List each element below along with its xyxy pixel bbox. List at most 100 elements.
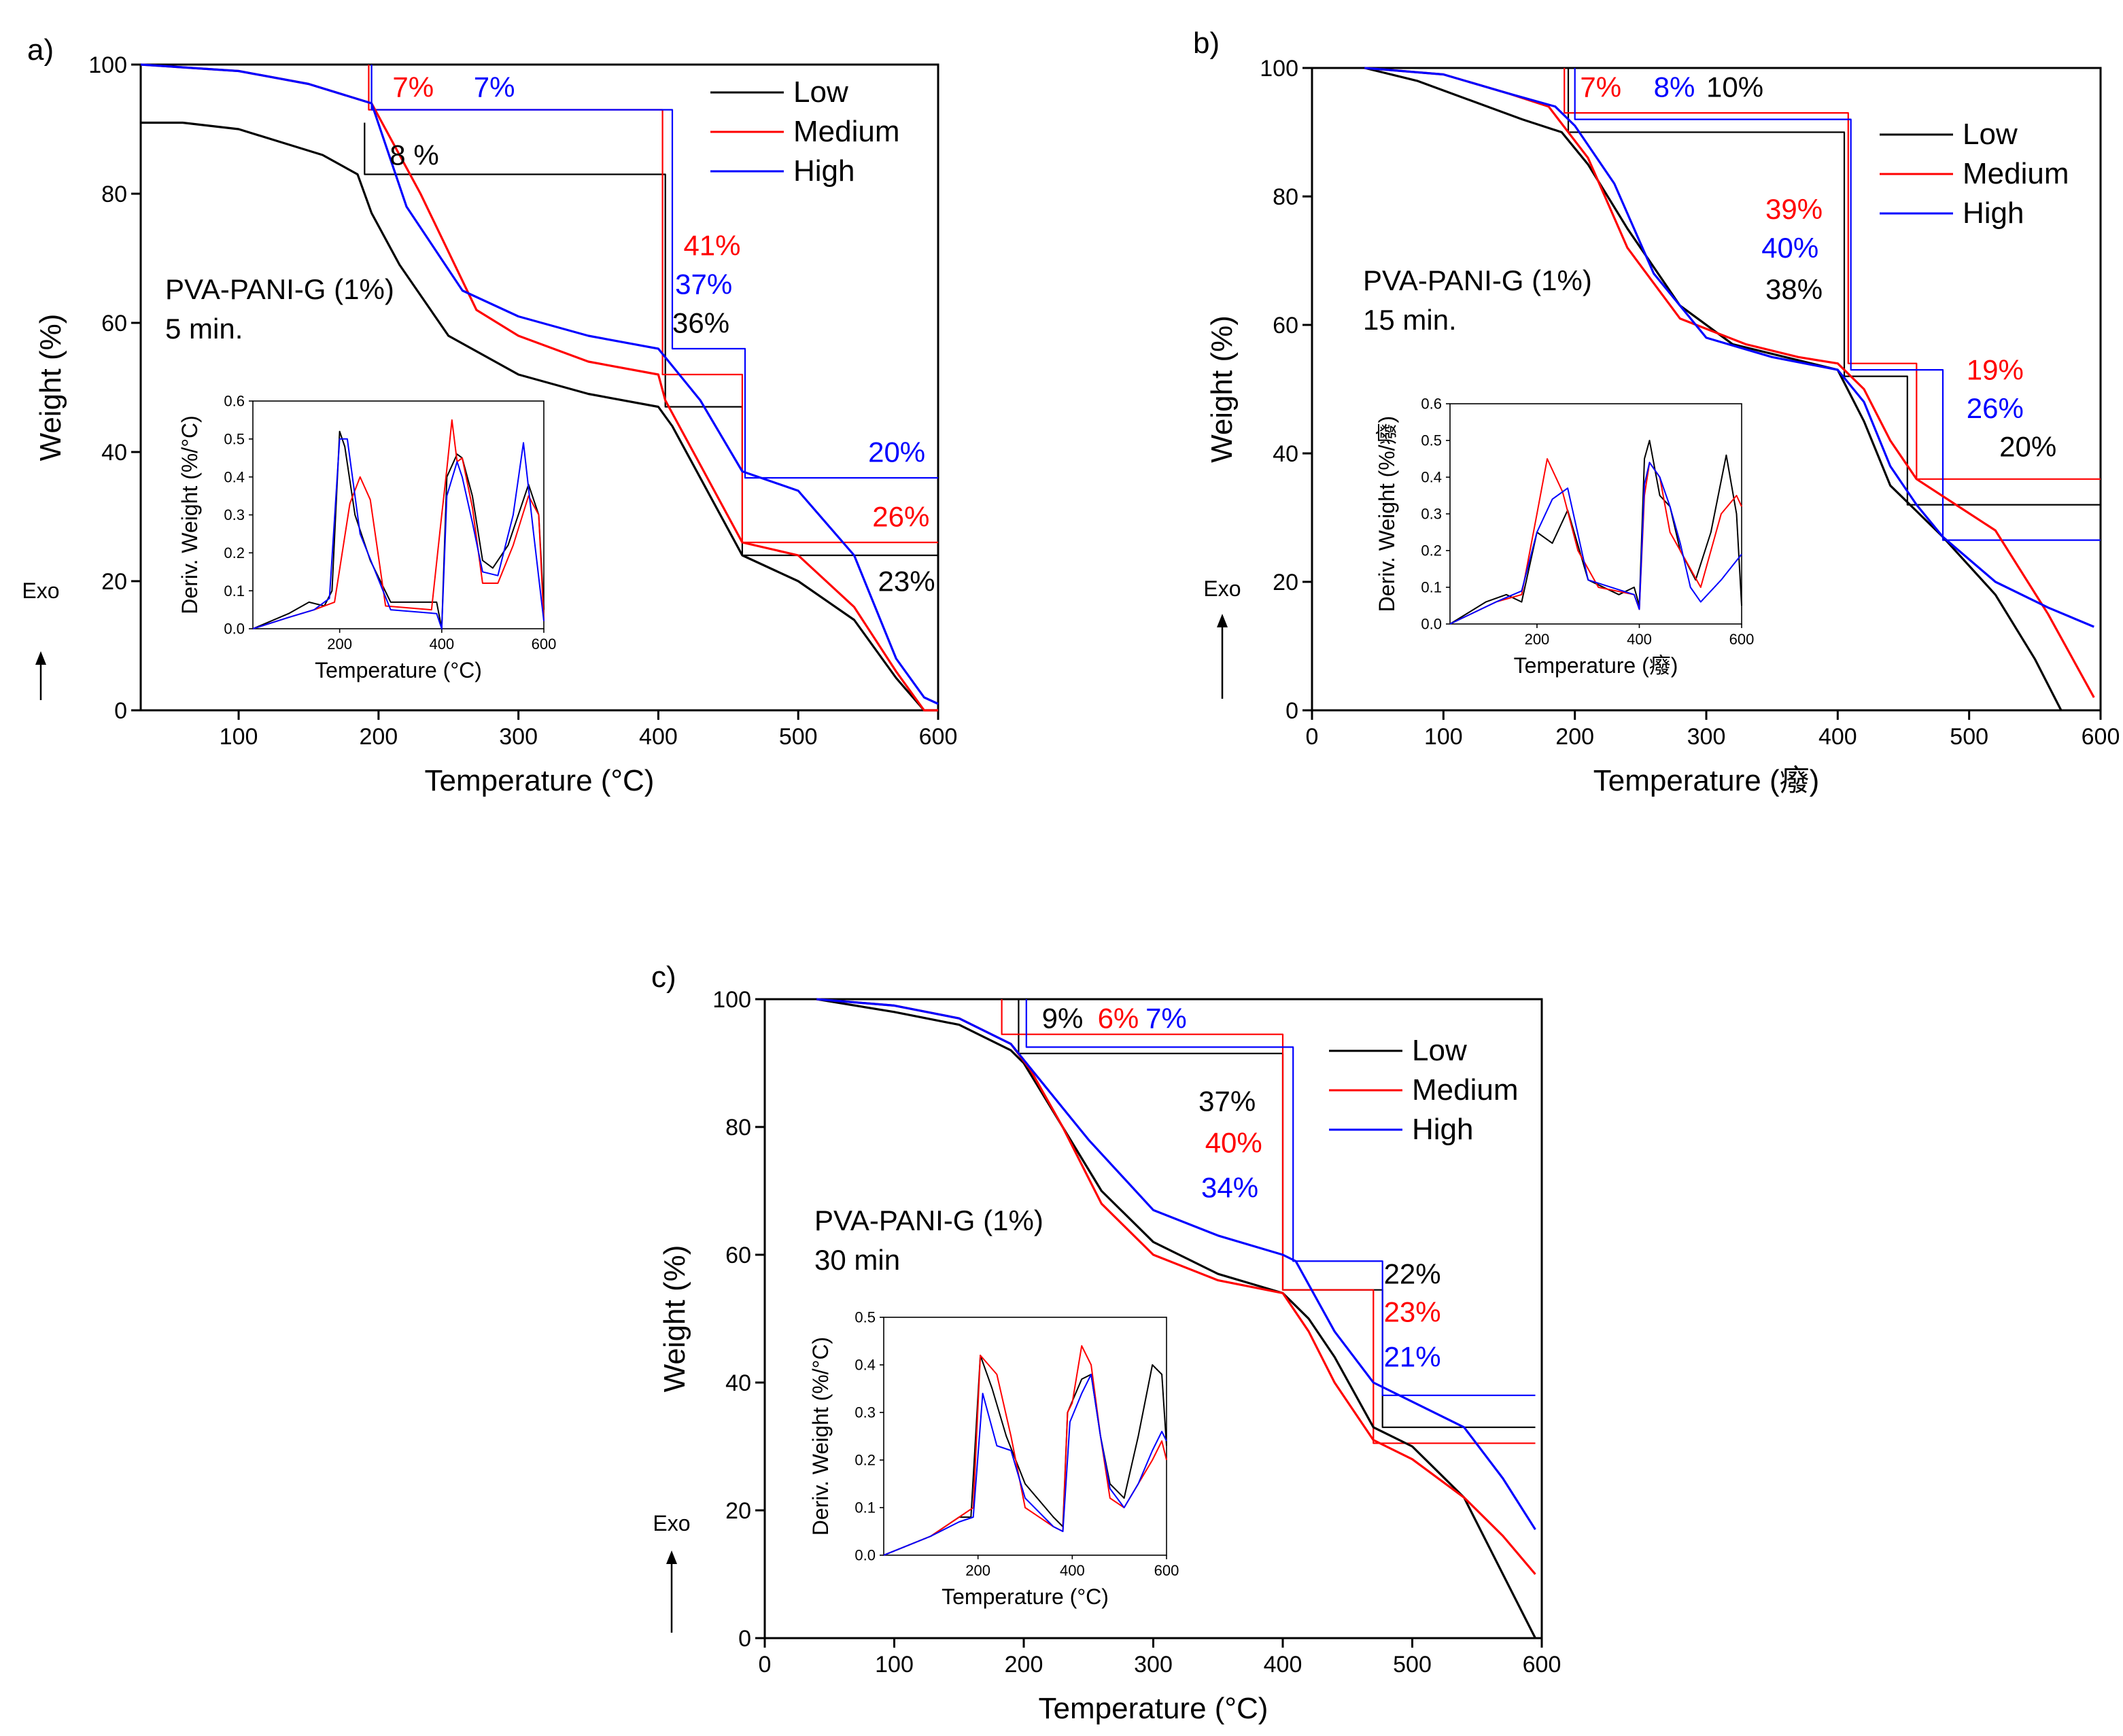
y-tick-label: 0.4	[1421, 469, 1442, 486]
x-tick-label: 600	[1154, 1562, 1179, 1579]
chart-panel-b: b) 0 100 200 300 400 500 600 0 20 40 60 80 100 Tempera…	[1193, 27, 2120, 797]
y-tick-label: 20	[725, 1498, 751, 1524]
series-line-medium	[1364, 67, 2095, 698]
exo-label: Exo	[22, 578, 59, 603]
sample-label: 15 min.	[1363, 304, 1457, 336]
inset-dtg-b: 200 400 600 0.0 0.1 0.2 0.3 0.4 0.5 0.6 Temperatur…	[1375, 396, 1754, 678]
annotation-label: 9%	[1042, 1002, 1084, 1034]
y-tick-label: 80	[101, 181, 127, 207]
plot-frame	[883, 1317, 1167, 1556]
annotation-label: 7%	[474, 71, 515, 103]
x-tick-label: 0	[1306, 724, 1319, 750]
x-tick-label: 200	[327, 636, 352, 653]
step-line-high	[1574, 68, 2101, 541]
chart-panel-c: c) 0 100 200 300 400 500 600 0 20 40 60 80 100 Tempera…	[651, 960, 1561, 1725]
annotation-label: 7%	[392, 71, 434, 103]
y-axis-title: Weight (%)	[658, 1245, 691, 1393]
inset-line-low	[883, 1355, 1167, 1556]
annotation-label: 8 %	[390, 139, 438, 171]
exo-arrow-head	[666, 1550, 677, 1564]
x-tick-label: 600	[1729, 631, 1755, 648]
y-tick-label: 0.0	[855, 1547, 876, 1564]
x-tick-label: 200	[965, 1562, 990, 1579]
x-tick-label: 400	[1060, 1562, 1085, 1579]
annotation-label: 23%	[878, 565, 935, 597]
annotation-label: 26%	[872, 500, 929, 532]
x-tick-label: 200	[1005, 1652, 1043, 1678]
annotation-label: 26%	[1967, 392, 2024, 424]
annotation-label: 39%	[1765, 193, 1823, 225]
y-tick-label: 60	[725, 1243, 751, 1268]
legend-label-high: High	[793, 154, 855, 188]
y-axis-title: Weight (%)	[34, 314, 67, 462]
y-tick-label: 0.3	[224, 506, 245, 523]
legend-label-medium: Medium	[1412, 1073, 1519, 1107]
annotation-label: 21%	[1384, 1341, 1441, 1373]
inset-line-high	[252, 438, 545, 629]
annotation-label: 34%	[1201, 1171, 1258, 1203]
series-line-high	[1364, 67, 2094, 628]
y-tick-label: 0	[114, 698, 127, 724]
plot-frame	[1449, 403, 1742, 625]
plot-frame	[252, 400, 545, 629]
plot-frame	[139, 63, 939, 712]
y-tick-label: 40	[725, 1370, 751, 1396]
x-tick-label: 600	[1523, 1652, 1561, 1678]
annotation-label: 23%	[1384, 1296, 1441, 1328]
x-tick-label: 400	[429, 636, 454, 653]
exo-label: Exo	[653, 1511, 690, 1535]
legend-label-medium: Medium	[793, 115, 900, 148]
sample-label: PVA-PANI-G (1%)	[814, 1204, 1043, 1236]
x-tick-label: 200	[1525, 631, 1550, 648]
step-line-high	[370, 65, 938, 479]
y-tick-label: 0.4	[855, 1357, 876, 1374]
y-tick-label: 80	[1273, 184, 1298, 210]
y-tick-label: 0.5	[855, 1309, 876, 1326]
y-tick-label: 0.5	[1421, 432, 1442, 449]
panel-label: a)	[27, 33, 54, 67]
annotation-label: 7%	[1580, 71, 1621, 103]
x-tick-label: 400	[1818, 724, 1857, 750]
step-line-high	[1025, 999, 1536, 1396]
x-axis-title: Temperature (°C)	[315, 658, 482, 682]
inset-dtg-c: 200 400 600 0.0 0.1 0.2 0.3 0.4 0.5 Temperature (…	[808, 1309, 1179, 1609]
y-tick-label: 0.5	[224, 431, 245, 448]
x-tick-label: 200	[359, 724, 398, 750]
series-line-high	[816, 998, 1536, 1531]
x-tick-label: 500	[1393, 1652, 1432, 1678]
inset-line-medium	[883, 1345, 1167, 1556]
annotation-label: 36%	[672, 307, 729, 338]
y-tick-label: 40	[101, 440, 127, 466]
y-tick-label: 20	[1273, 570, 1298, 595]
annotation-label: 40%	[1205, 1127, 1262, 1159]
series-line-high	[140, 63, 939, 705]
y-tick-label: 40	[1273, 441, 1298, 467]
x-tick-label: 100	[220, 724, 258, 750]
annotation-label: 6%	[1098, 1002, 1139, 1034]
sample-label: 5 min.	[165, 313, 243, 345]
inset-line-low	[1449, 440, 1742, 625]
y-tick-label: 0	[738, 1626, 751, 1652]
y-tick-label: 0.1	[224, 583, 245, 600]
exo-arrow-head	[1217, 614, 1228, 627]
legend-label-low: Low	[1963, 118, 2018, 151]
y-tick-label: 0.1	[855, 1499, 876, 1516]
x-tick-label: 600	[532, 636, 557, 653]
x-tick-label: 400	[639, 724, 678, 750]
legend-label-medium: Medium	[1963, 157, 2069, 190]
legend-label-low: Low	[1412, 1034, 1467, 1067]
exo-label: Exo	[1203, 576, 1241, 601]
y-axis-title: Weight (%)	[1205, 315, 1239, 463]
y-tick-label: 20	[101, 569, 127, 595]
annotation-label: 41%	[683, 229, 740, 261]
series-line-low	[141, 121, 938, 712]
legend-label-high: High	[1412, 1113, 1474, 1146]
legend-label-high: High	[1963, 196, 2024, 230]
y-tick-label: 0.2	[1421, 542, 1442, 559]
inset-line-high	[1449, 462, 1742, 625]
y-tick-label: 0.2	[855, 1452, 876, 1469]
y-axis-title: Deriv. Weight (%/癈)	[1375, 416, 1399, 612]
chart-panel-a: a) 100 200 300 400 500 600 0 20 40 60 80 100 Temperat…	[22, 33, 957, 797]
sample-label: PVA-PANI-G (1%)	[165, 273, 394, 305]
inset-dtg-a: 200 400 600 0.0 0.1 0.2 0.3 0.4 0.5 0.6 Temperatur…	[177, 393, 556, 682]
